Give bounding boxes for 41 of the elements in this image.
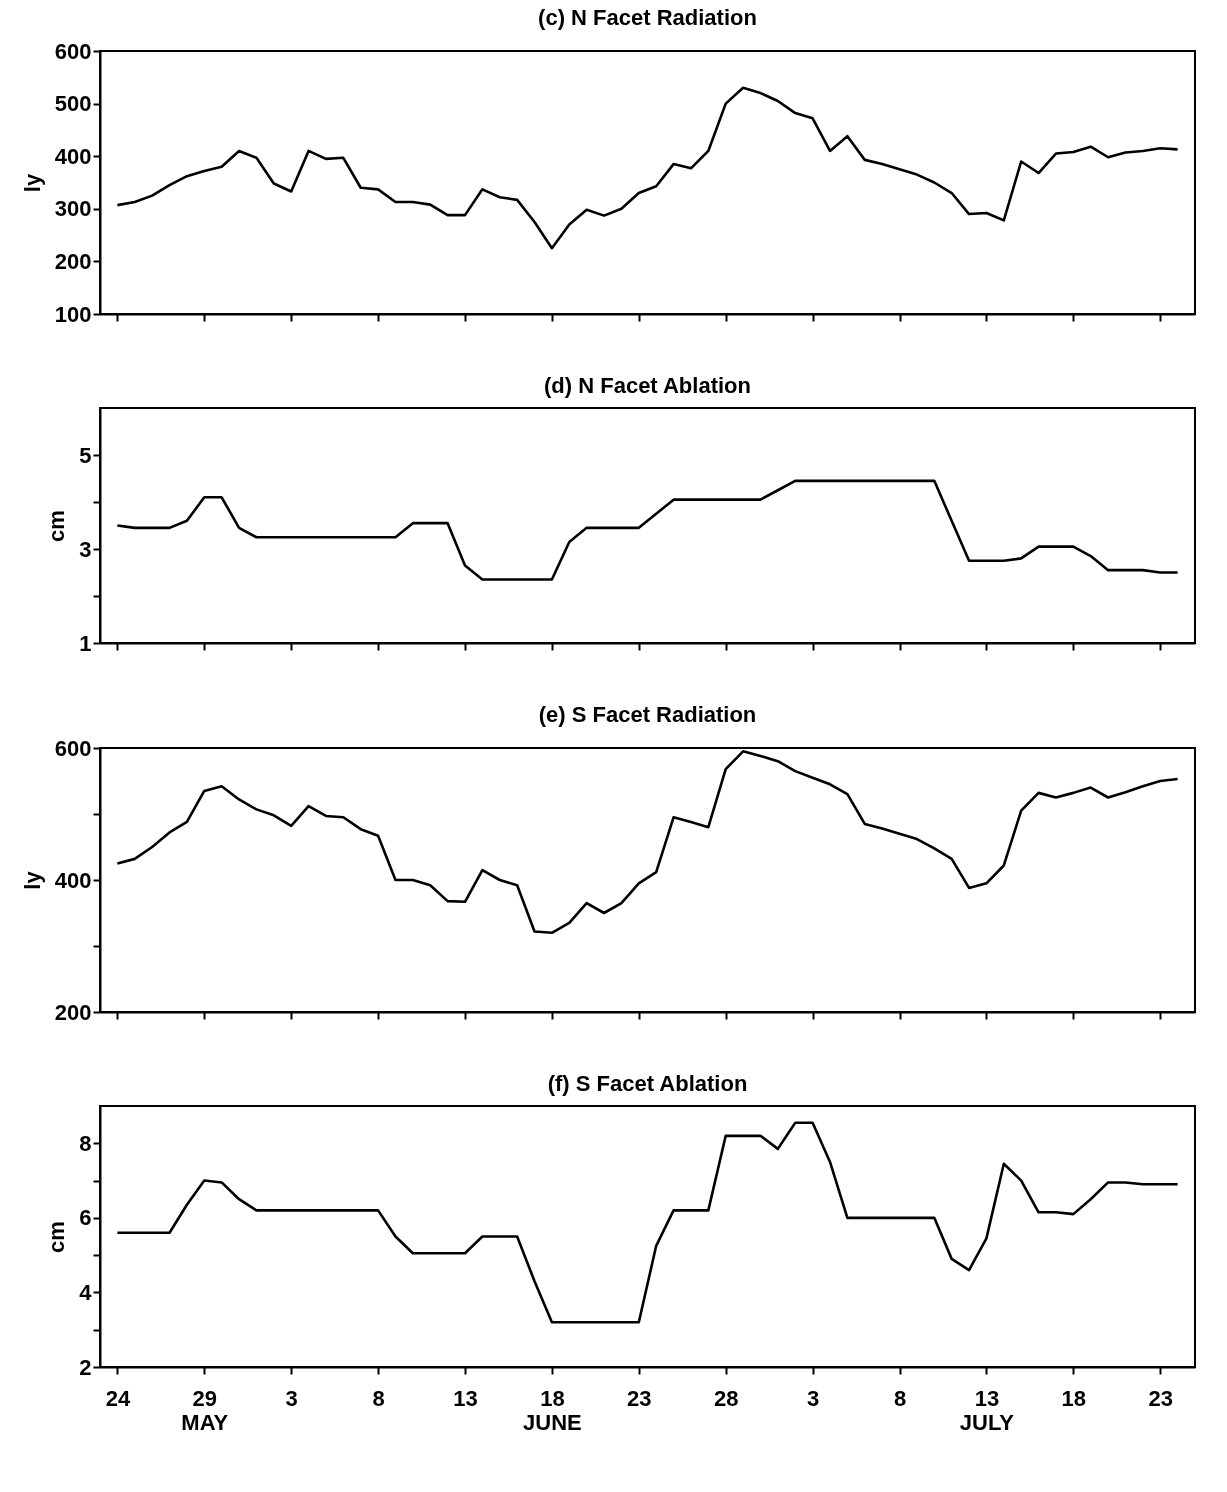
y-tick-label: 100 [54,301,92,327]
y-tick-label: 5 [79,442,92,468]
y-tick-label: 500 [54,91,92,117]
y-tick-label: 3 [79,536,92,562]
chart-title: (f) S Facet Ablation [547,1071,748,1096]
line-series [116,1121,1179,1324]
x-tick-label: 23 [627,1385,652,1411]
chart-title: (e) S Facet Radiation [538,702,757,727]
y-axis-title: ly [19,870,45,890]
x-tick-label: 18 JUNE [523,1385,582,1435]
y-tick-label: 400 [54,867,92,893]
y-tick-label: 8 [79,1130,92,1156]
chart-title: (d) N Facet Ablation [544,373,751,398]
y-axis-title: ly [19,173,45,193]
line-series [116,86,1179,250]
x-tick-label: 8 [893,1385,907,1411]
y-tick-label: 4 [79,1279,93,1305]
y-tick-label: 6 [79,1205,92,1231]
x-tick-label: 13 [453,1385,478,1411]
x-tick-label: 29 MAY [181,1385,229,1435]
y-tick-label: 400 [54,143,92,169]
x-tick-label: 13 JULY [959,1385,1015,1435]
y-tick-label: 300 [54,196,92,222]
x-tick-label: 8 [372,1385,385,1411]
y-tick-label: 600 [54,38,92,64]
line-series [116,479,1179,581]
x-tick-label: 3 [806,1385,820,1411]
y-tick-label: 200 [54,999,92,1025]
x-tick-label: 24 [105,1385,131,1411]
y-tick-label: 600 [54,735,92,761]
y-axis-title: cm [44,1221,70,1253]
line-series [116,750,1179,935]
y-axis-title: cm [44,510,70,542]
x-tick-label: 28 [713,1385,739,1411]
x-tick-label: 3 [285,1385,298,1411]
chart-title: (c) N Facet Radiation [538,5,757,30]
x-tick-label: 23 [1148,1385,1173,1411]
y-tick-label: 1 [79,630,92,656]
y-tick-label: 2 [79,1354,92,1380]
x-tick-label: 18 [1061,1385,1087,1411]
y-tick-label: 200 [54,248,92,274]
